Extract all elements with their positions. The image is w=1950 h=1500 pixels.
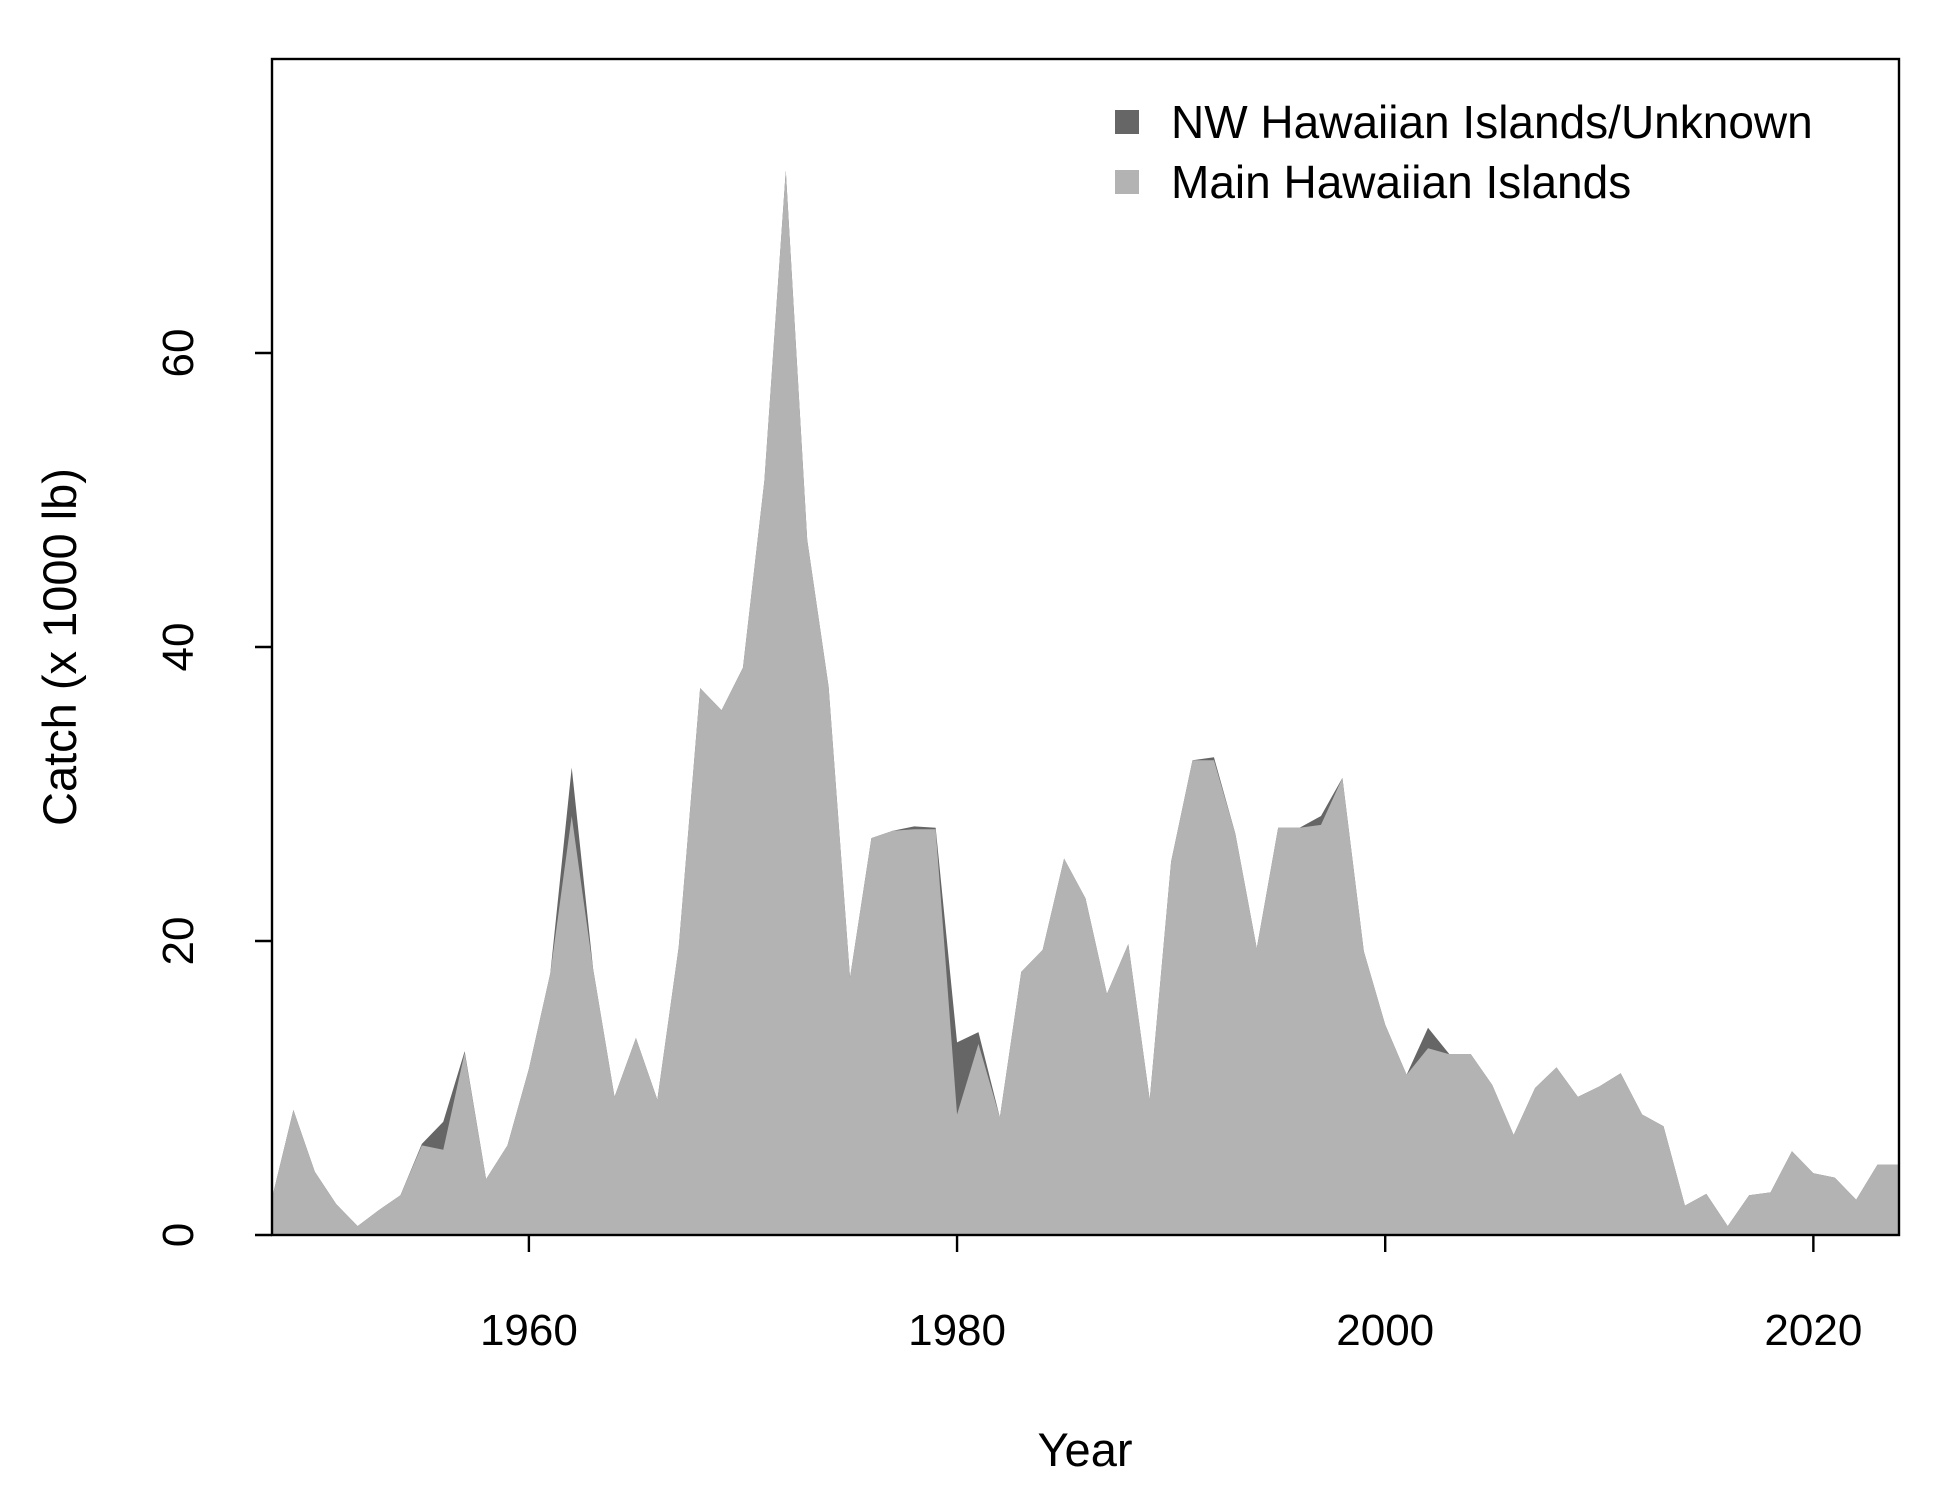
x-tick-label: 2020 [1764, 1306, 1862, 1355]
series-area-main-hawaiian-islands [272, 170, 1899, 1236]
legend: NW Hawaiian Islands/Unknown Main Hawaiian… [1115, 96, 1813, 208]
y-axis-label: Catch (x 1000 lb) [33, 468, 86, 826]
x-tick-label: 1960 [480, 1306, 578, 1355]
area-series-group [272, 170, 1899, 1236]
x-axis-label: Year [1038, 1423, 1133, 1476]
x-tick-label: 2000 [1336, 1306, 1434, 1355]
x-tick-label: 1980 [908, 1306, 1006, 1355]
legend-label: Main Hawaiian Islands [1171, 156, 1631, 208]
legend-swatch [1115, 110, 1139, 134]
legend-label: NW Hawaiian Islands/Unknown [1171, 96, 1813, 148]
x-axis: 1960 1980 2000 2020 [480, 1235, 1862, 1355]
y-tick-label: 40 [154, 623, 203, 672]
y-axis: 0 20 40 60 [154, 329, 272, 1247]
y-tick-label: 0 [154, 1223, 203, 1247]
legend-swatch [1115, 170, 1139, 194]
y-tick-label: 20 [154, 917, 203, 966]
y-tick-label: 60 [154, 329, 203, 378]
